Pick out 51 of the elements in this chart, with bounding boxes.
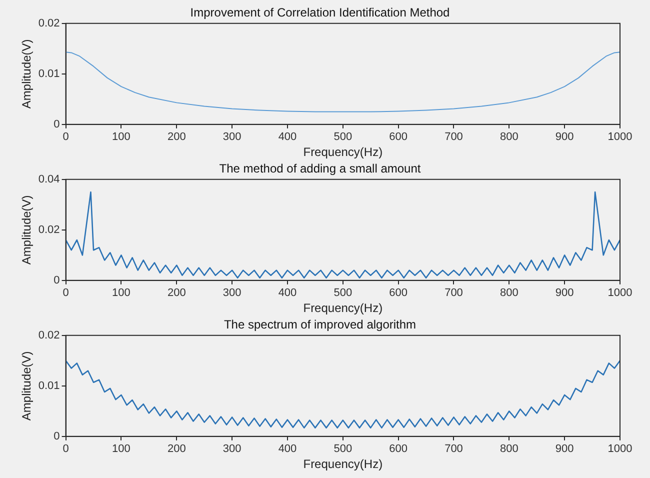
y-tick-label: 0.04 <box>38 173 60 186</box>
y-axis-title: Amplitude(V) <box>20 39 34 109</box>
x-tick-label: 500 <box>334 131 352 144</box>
chart-title: The spectrum of improved algorithm <box>224 318 416 332</box>
x-tick-label: 200 <box>167 131 186 144</box>
y-tick-label: 0 <box>54 274 60 286</box>
x-tick-label: 700 <box>444 287 463 300</box>
y-tick-label: 0 <box>54 430 60 442</box>
x-tick-label: 400 <box>278 287 297 300</box>
x-axis-title: Frequency(Hz) <box>303 457 383 472</box>
x-tick-label: 0 <box>62 287 69 300</box>
x-tick-label: 300 <box>222 443 242 456</box>
y-tick-label: 0 <box>54 118 60 130</box>
x-axis-title: Frequency(Hz) <box>303 301 383 316</box>
x-tick-label: 600 <box>389 287 408 300</box>
x-tick-label: 0 <box>62 443 69 456</box>
x-tick-label: 800 <box>500 131 518 144</box>
x-tick-label: 800 <box>500 287 518 300</box>
x-tick-label: 900 <box>555 443 574 456</box>
x-tick-label: 700 <box>444 443 463 456</box>
x-tick-label: 100 <box>112 443 130 456</box>
x-tick-label: 0 <box>62 131 69 144</box>
x-tick-label: 100 <box>112 131 130 144</box>
x-tick-label: 400 <box>278 443 297 456</box>
x-tick-label: 400 <box>278 131 297 144</box>
y-tick-label: 0.02 <box>38 224 60 236</box>
x-tick-label: 500 <box>334 287 352 300</box>
x-tick-label: 700 <box>444 131 463 144</box>
y-tick-label: 0.02 <box>38 329 60 342</box>
x-tick-label: 600 <box>389 443 408 456</box>
x-tick-label: 900 <box>555 131 574 144</box>
x-tick-label: 300 <box>222 131 242 144</box>
y-axis-title: Amplitude(V) <box>20 351 34 421</box>
y-tick-label: 0.01 <box>38 68 60 80</box>
x-tick-label: 300 <box>222 287 242 300</box>
x-tick-label: 200 <box>167 443 186 456</box>
x-tick-label: 200 <box>167 287 186 300</box>
x-tick-label: 1000 <box>608 287 632 300</box>
x-tick-label: 800 <box>500 443 518 456</box>
y-axis-title: Amplitude(V) <box>20 195 34 265</box>
y-tick-label: 0.02 <box>38 17 60 30</box>
x-tick-label: 500 <box>334 443 352 456</box>
x-tick-label: 900 <box>555 287 574 300</box>
x-tick-label: 600 <box>389 131 408 144</box>
x-tick-label: 100 <box>112 287 130 300</box>
chart-title: The method of adding a small amount <box>219 162 422 176</box>
y-tick-label: 0.01 <box>38 380 60 392</box>
chart-title: Improvement of Correlation Identification Method <box>190 6 450 20</box>
x-axis-title: Frequency(Hz) <box>303 145 383 160</box>
x-tick-label: 1000 <box>608 131 632 144</box>
x-tick-label: 1000 <box>608 443 632 456</box>
